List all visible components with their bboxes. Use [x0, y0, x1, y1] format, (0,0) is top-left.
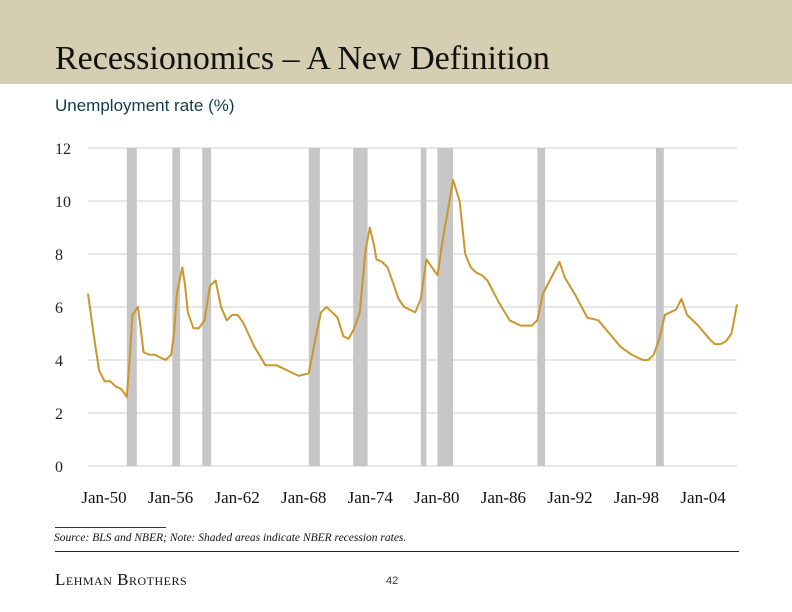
y-tick-label: 0: [55, 459, 63, 476]
x-tick-label: Jan-68: [281, 488, 326, 507]
page-number: 42: [386, 575, 399, 587]
recession-band: [437, 148, 453, 466]
source-note: Source: BLS and NBER; Note: Shaded areas…: [54, 532, 407, 544]
x-tick-label: Jan-74: [348, 488, 394, 507]
recession-band: [656, 148, 664, 466]
y-tick-label: 2: [55, 406, 63, 423]
x-tick-label: Jan-50: [81, 488, 126, 507]
footer-rule: [55, 551, 739, 552]
title-bar: [0, 0, 792, 84]
x-tick-label: Jan-62: [214, 488, 259, 507]
x-tick-label: Jan-80: [414, 488, 459, 507]
slide-title: Recessionomics – A New Definition: [55, 40, 550, 77]
x-tick-label: Jan-56: [148, 488, 193, 507]
recession-band: [537, 148, 546, 466]
x-tick-label: Jan-98: [614, 488, 659, 507]
y-tick-label: 12: [55, 141, 71, 158]
unemployment-series-line: [87, 178, 738, 399]
brand-logo: Lehman Brothers: [55, 570, 188, 589]
x-tick-label: Jan-04: [680, 488, 726, 507]
x-tick-label: Jan-92: [547, 488, 592, 507]
y-tick-label: 4: [55, 353, 63, 370]
y-tick-label: 6: [55, 300, 63, 317]
y-tick-label: 8: [55, 247, 63, 264]
y-tick-label: 10: [55, 194, 71, 211]
source-rule: [55, 527, 166, 528]
chart-subtitle: Unemployment rate (%): [55, 96, 235, 115]
recession-band: [420, 148, 427, 466]
recession-band: [308, 148, 320, 466]
recession-band: [126, 148, 137, 466]
x-tick-label: Jan-86: [481, 488, 526, 507]
